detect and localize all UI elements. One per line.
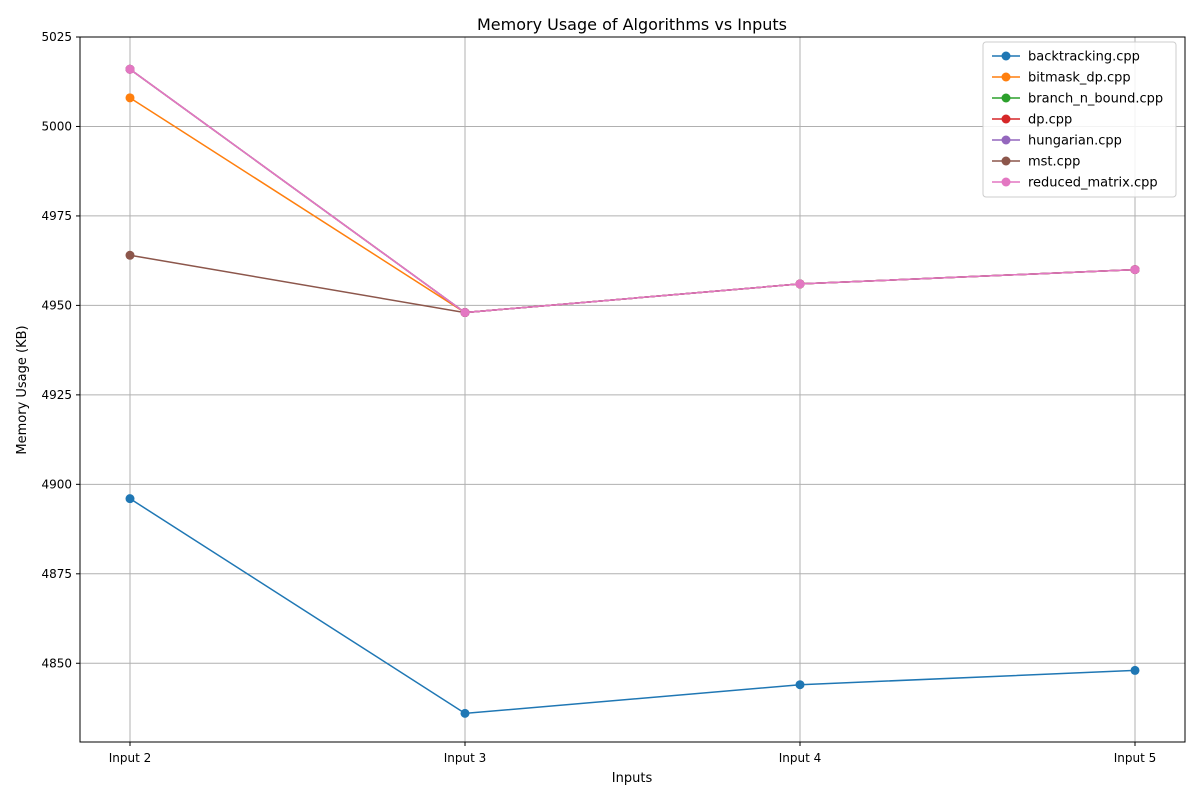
data-point (460, 308, 470, 318)
data-point (1130, 665, 1140, 675)
chart-title: Memory Usage of Algorithms vs Inputs (477, 15, 787, 34)
series-reduced-matrix-cpp (125, 64, 1140, 318)
series-line (129, 498, 1136, 715)
legend-marker (1001, 114, 1011, 124)
y-axis-label: Memory Usage (KB) (15, 325, 30, 454)
y-axis-ticks: 4850 4875 4900 4925 4950 4975 5000 5025 (41, 30, 80, 670)
data-point (125, 93, 135, 103)
legend-label: mst.cpp (1028, 155, 1080, 170)
legend-box (982, 41, 1177, 198)
series-line (129, 68, 1136, 314)
x-tick-label: Input 3 (444, 751, 487, 765)
legend-marker (1001, 135, 1011, 145)
data-point (1130, 265, 1140, 275)
data-point (795, 279, 805, 289)
legend-label: backtracking.cpp (1028, 50, 1140, 65)
data-point (125, 494, 135, 504)
data-point (460, 708, 470, 718)
legend-item: branch_n_bound.cpp (992, 92, 1163, 107)
legend-item: dp.cpp (992, 113, 1072, 128)
legend-label: reduced_matrix.cpp (1028, 176, 1158, 191)
y-tick-label: 4900 (41, 477, 72, 491)
series-lines (125, 64, 1140, 718)
x-axis-ticks: Input 2 Input 3 Input 4 Input 5 (109, 742, 1157, 765)
y-tick-label: 4975 (41, 209, 72, 223)
series-backtracking-cpp (125, 494, 1140, 718)
data-point (125, 250, 135, 260)
legend-item: bitmask_dp.cpp (992, 71, 1131, 86)
y-tick-label: 4850 (41, 656, 72, 670)
y-tick-label: 5025 (41, 30, 72, 44)
legend: backtracking.cpp bitmask_dp.cpp branch_n_b… (982, 41, 1177, 198)
plot-frame (79, 36, 1186, 743)
x-tick-label: Input 5 (1114, 751, 1157, 765)
legend-item: backtracking.cpp (992, 50, 1140, 65)
legend-item: hungarian.cpp (992, 134, 1122, 149)
data-point (795, 680, 805, 690)
legend-label: bitmask_dp.cpp (1028, 71, 1131, 86)
y-tick-label: 4925 (41, 388, 72, 402)
legend-label: hungarian.cpp (1028, 134, 1122, 149)
legend-label: branch_n_bound.cpp (1028, 92, 1163, 107)
x-tick-label: Input 4 (779, 751, 822, 765)
legend-item: mst.cpp (992, 155, 1080, 170)
legend-label: dp.cpp (1028, 113, 1072, 128)
legend-item: reduced_matrix.cpp (992, 176, 1158, 191)
legend-marker (1001, 93, 1011, 103)
legend-marker (1001, 177, 1011, 187)
x-tick-label: Input 2 (109, 751, 152, 765)
y-tick-label: 4875 (41, 567, 72, 581)
legend-marker (1001, 156, 1011, 166)
legend-marker (1001, 51, 1011, 61)
y-tick-label: 4950 (41, 298, 72, 312)
data-point (125, 64, 135, 74)
x-axis-label: Inputs (612, 771, 653, 786)
series-line (129, 254, 1136, 314)
y-tick-label: 5000 (41, 119, 72, 133)
series-mst-cpp (125, 250, 1140, 318)
legend-marker (1001, 72, 1011, 82)
